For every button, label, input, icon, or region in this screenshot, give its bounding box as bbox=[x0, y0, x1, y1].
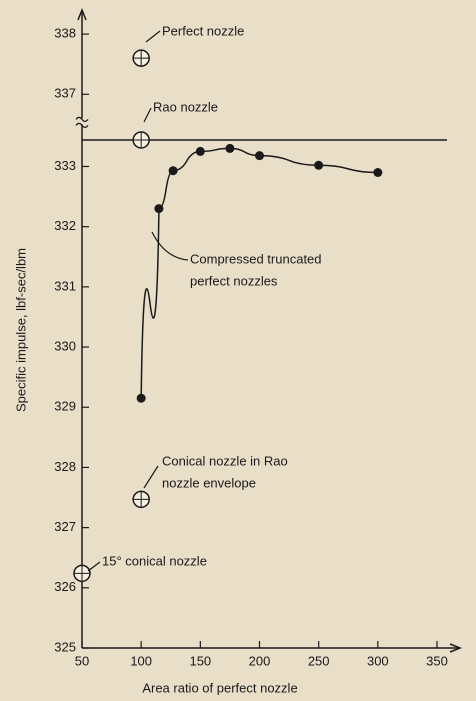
annotation-leader bbox=[151, 231, 189, 261]
annotation-text: 15° conical nozzle bbox=[102, 553, 207, 568]
y-tick-label: 332 bbox=[54, 218, 76, 233]
series-line bbox=[140, 147, 378, 399]
annotation-text: Rao nozzle bbox=[153, 99, 218, 114]
annotation-leader bbox=[143, 107, 152, 123]
annotation-leader bbox=[145, 30, 161, 43]
data-point bbox=[154, 204, 164, 214]
marker-quadrant bbox=[73, 564, 91, 582]
x-tick-label: 100 bbox=[130, 653, 152, 668]
annotation-text: Conical nozzle in Rao bbox=[162, 453, 288, 468]
marker-quadrant bbox=[132, 490, 150, 508]
marker-quadrant bbox=[132, 49, 150, 67]
y-tick-label: 328 bbox=[54, 459, 76, 474]
y-tick-label: 333 bbox=[54, 158, 76, 173]
annotation-text: Compressed truncated bbox=[190, 251, 322, 266]
nozzle-marker bbox=[132, 490, 150, 509]
x-tick-label: 200 bbox=[249, 653, 271, 668]
x-axis-label: Area ratio of perfect nozzle bbox=[142, 680, 297, 695]
y-tick-label: 338 bbox=[54, 26, 76, 41]
x-tick-label: 250 bbox=[308, 653, 330, 668]
y-tick-label: 331 bbox=[54, 278, 76, 293]
nozzle-marker bbox=[132, 131, 150, 149]
x-tick-label: 350 bbox=[426, 653, 448, 668]
y-tick-label: 327 bbox=[54, 519, 76, 534]
annotation-text: Perfect nozzle bbox=[162, 23, 244, 38]
x-tick-label: 50 bbox=[75, 653, 89, 668]
annotation-leader bbox=[143, 465, 159, 489]
data-point bbox=[314, 160, 324, 170]
data-point bbox=[225, 143, 235, 153]
y-tick-label: 326 bbox=[54, 579, 76, 594]
data-point bbox=[255, 151, 264, 161]
y-axis-arrow bbox=[77, 7, 87, 21]
annotation-leader bbox=[87, 561, 101, 572]
y-tick-label: 337 bbox=[54, 86, 76, 101]
nozzle-marker bbox=[132, 49, 150, 67]
data-point bbox=[373, 167, 383, 177]
x-tick-label: 150 bbox=[189, 653, 211, 668]
x-tick-label: 300 bbox=[367, 653, 389, 668]
nozzle-marker bbox=[73, 564, 91, 583]
y-axis-label: Specific impulse, lbf-sec/lbm bbox=[13, 248, 28, 412]
y-tick-label: 325 bbox=[54, 639, 76, 654]
x-axis-arrow bbox=[449, 643, 463, 653]
y-tick-label: 329 bbox=[54, 399, 76, 414]
annotation-text: nozzle envelope bbox=[162, 475, 256, 490]
data-point bbox=[136, 393, 146, 403]
marker-quadrant bbox=[132, 131, 150, 149]
data-point bbox=[195, 146, 205, 156]
data-point bbox=[168, 166, 178, 176]
annotation-text: perfect nozzles bbox=[190, 273, 278, 288]
y-tick-label: 330 bbox=[54, 338, 76, 353]
axis-break bbox=[75, 116, 89, 128]
